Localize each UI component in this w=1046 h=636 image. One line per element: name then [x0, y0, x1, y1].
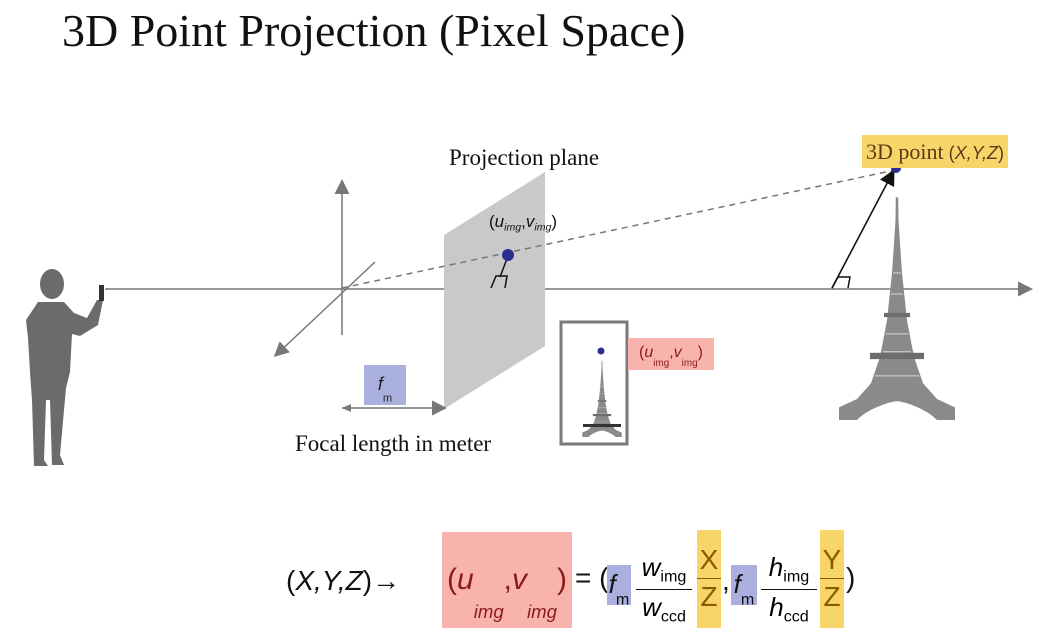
equation-comma: , — [722, 565, 730, 596]
equation-width-ratio: wimg wccd — [636, 552, 692, 626]
world-point-vector — [831, 169, 895, 289]
captured-image-point — [597, 347, 605, 355]
captured-image-point-label: (uimg,vimg) — [628, 338, 714, 370]
projection-ray — [341, 169, 896, 289]
eiffel-tower-image — [838, 196, 956, 421]
equation-lhs: (X,Y,Z)→ — [286, 565, 401, 596]
slide-title: 3D Point Projection (Pixel Space) — [62, 5, 686, 56]
projection-plane-label: Projection plane — [449, 145, 600, 170]
camera-z-axis — [273, 261, 376, 358]
image-point-dot — [502, 249, 514, 261]
equation-image-coords: (uimg,vimg) — [442, 532, 572, 628]
equation-height-ratio: himg hccd — [761, 552, 817, 626]
focal-length-symbol: fm — [364, 365, 406, 405]
world-point-label: 3D point (X,Y,Z) — [862, 135, 1008, 168]
focal-length-label: Focal length in meter — [295, 431, 492, 456]
equation-f1: fm — [607, 565, 631, 608]
equation-close-paren: ) — [846, 562, 856, 593]
image-point-label: (uimg,vimg) — [489, 212, 558, 234]
right-angle-marker-plane — [490, 275, 508, 289]
equation-x-over-z: X Z — [697, 530, 721, 628]
projection-plane — [444, 172, 545, 409]
equation-f2: fm — [731, 565, 757, 608]
equation-y-over-z: Y Z — [820, 530, 844, 628]
person-silhouette — [26, 269, 104, 466]
equation-equals: = ( — [575, 562, 609, 593]
